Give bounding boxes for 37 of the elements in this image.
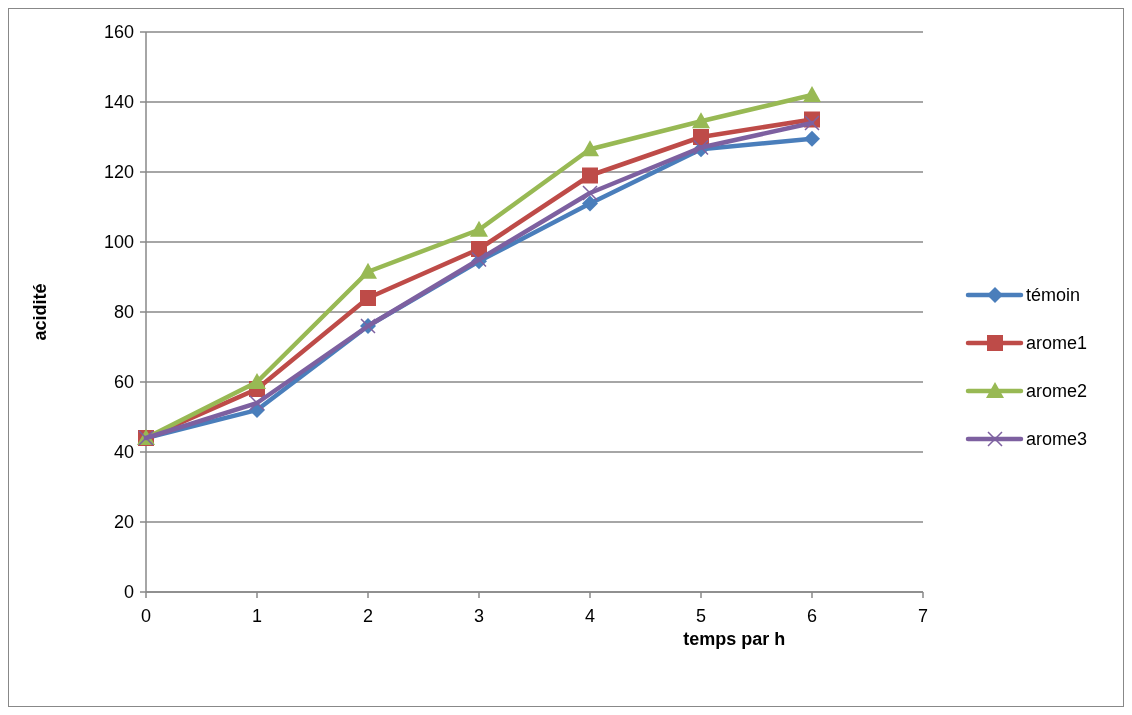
y-tick-label: 100 [103, 232, 134, 253]
point [582, 185, 598, 201]
y-tick-label: 140 [103, 92, 134, 113]
x-axis-title: temps par h [683, 629, 786, 649]
point [359, 262, 377, 279]
y-tick-label: 80 [113, 302, 134, 323]
y-tick-label: 0 [123, 582, 134, 603]
y-tick-label: 40 [113, 442, 134, 463]
point [360, 290, 376, 306]
x-tick-label: 5 [695, 606, 707, 626]
y-tick-label: 20 [113, 512, 134, 533]
legend-label: témoin [1026, 285, 1081, 306]
x-tick-label: 2 [362, 606, 374, 626]
x-tick-label: 0 [140, 606, 152, 626]
point [804, 115, 820, 131]
point [582, 195, 598, 212]
point [693, 129, 709, 145]
point [581, 140, 599, 157]
legend-label: arome2 [1026, 381, 1088, 402]
y-tick-label: 120 [103, 162, 134, 183]
y-axis-title: acidité [30, 283, 50, 341]
point [692, 112, 710, 129]
point [470, 220, 488, 237]
x-tick-label: 3 [473, 606, 485, 626]
point [582, 167, 598, 184]
x-tick-label: 4 [584, 606, 596, 626]
y-tick-label: 60 [113, 372, 134, 393]
legend-label: arome1 [1026, 333, 1088, 354]
point [248, 373, 266, 389]
x-tick-label: 1 [251, 606, 263, 626]
point [804, 130, 820, 147]
x-tick-label: 6 [806, 606, 818, 626]
point [249, 395, 265, 411]
y-tick-label: 160 [103, 22, 134, 43]
x-tick-label: 7 [917, 606, 929, 626]
point [803, 86, 821, 102]
legend-label: arome3 [1026, 429, 1088, 450]
